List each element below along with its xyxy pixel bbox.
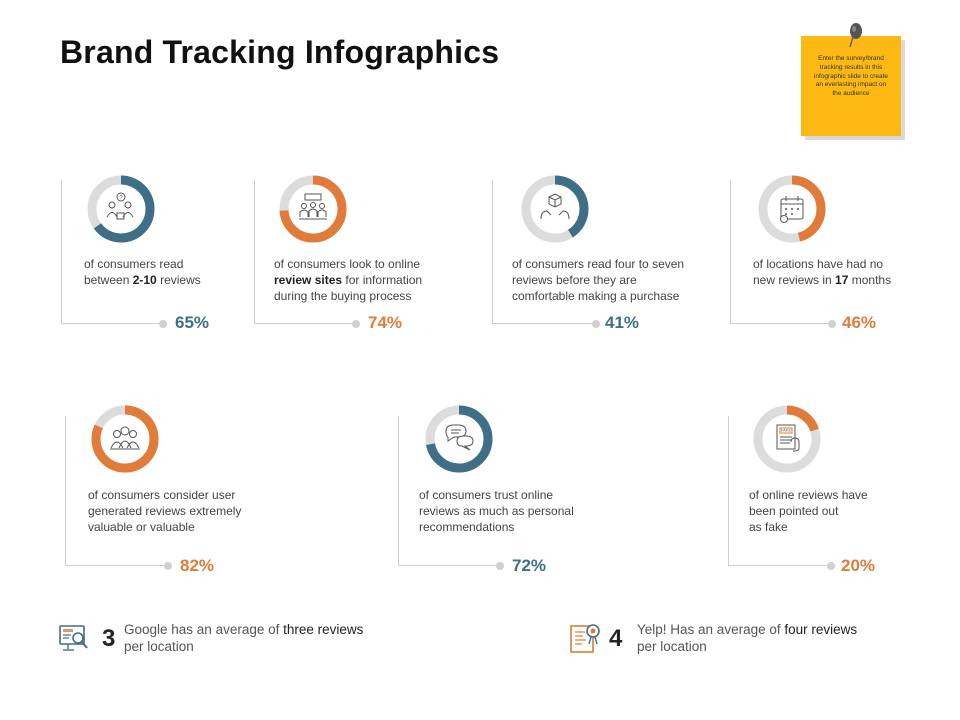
card-vertical-line — [728, 416, 729, 565]
card-text-segment: of consumers read four to seven — [512, 257, 685, 271]
card-text-segment: review sites — [274, 273, 343, 287]
card-percent-label: 20% — [841, 556, 876, 575]
yelp-review-text: Yelp! Has an average of four reviews per… — [637, 621, 917, 655]
card-horizontal-line — [65, 565, 168, 566]
card-description: of consumers read between 2-10 reviews — [84, 256, 234, 288]
donut-chart — [758, 175, 826, 243]
yelp-text-c: per location — [637, 639, 707, 654]
card-percent-label: 72% — [512, 556, 547, 575]
card-text-segment: of consumers consider user — [88, 488, 236, 502]
chat-bubbles-icon — [445, 424, 474, 451]
donut-value-arc — [425, 405, 493, 473]
card-description: of consumers read four to seven reviews b… — [512, 256, 712, 304]
card-text-segment: for information — [342, 273, 423, 287]
team-meeting-icon — [299, 193, 327, 220]
card-horizontal-line — [398, 565, 500, 566]
donut-chart — [521, 175, 589, 243]
card-text-segment: 2-10 — [132, 273, 157, 287]
card-horizontal-line — [492, 323, 596, 324]
card-vertical-line — [730, 180, 731, 323]
card-connector-dot — [827, 561, 835, 570]
card-description: of consumers consider user generated revi… — [88, 487, 288, 535]
calendar-icon — [780, 196, 804, 223]
yelp-review-count: 4 — [609, 625, 623, 652]
sticky-note-text: Enter the survey/brand tracking results … — [813, 55, 889, 98]
donut-value-arc — [758, 175, 826, 243]
yelp-text-b: four reviews — [784, 622, 858, 637]
donut-chart — [91, 405, 159, 473]
card-text-segment: new reviews in — [753, 273, 836, 287]
card-connector-dot — [164, 561, 172, 570]
card-text-segment: of locations have had no — [753, 257, 884, 271]
google-review-text: Google has an average of three reviews p… — [124, 621, 404, 655]
card-text-segment: 17 — [835, 273, 849, 287]
card-text-segment: reviews as much as personal — [419, 504, 574, 518]
card-percent-label: 41% — [605, 313, 640, 332]
donut-chart — [279, 175, 347, 243]
card-text-segment: recommendations — [419, 520, 515, 534]
svg-text:FAKE: FAKE — [781, 428, 792, 433]
card-text-segment: comfortable making a purchase — [512, 289, 680, 303]
sticky-note: Enter the survey/brand tracking results … — [801, 36, 901, 136]
card-description: of online reviews have been pointed out as… — [749, 487, 919, 535]
card-connector-dot — [496, 561, 504, 570]
card-horizontal-line — [728, 565, 831, 566]
card-text-segment: been pointed out — [749, 504, 839, 518]
card-text-segment: of online reviews have — [749, 488, 868, 502]
card-horizontal-line — [254, 323, 356, 324]
yelp-text-a: Yelp! Has an average of — [637, 622, 785, 637]
card-text-segment: of consumers look to online — [274, 257, 421, 271]
user-group-icon — [110, 426, 140, 450]
fake-document-icon: FAKE — [776, 424, 800, 452]
google-review-count: 3 — [102, 625, 116, 652]
card-connector-dot — [352, 319, 360, 328]
card-text-segment: months — [848, 273, 892, 287]
card-description: of consumers look to online review sites … — [274, 256, 454, 304]
card-vertical-line — [398, 416, 399, 565]
monitor-search-icon — [59, 625, 88, 651]
card-text-segment: during the buying process — [274, 289, 412, 303]
box-hands-icon — [540, 193, 570, 220]
card-vertical-line — [254, 180, 255, 323]
card-percent-label: 82% — [180, 556, 215, 575]
document-award-icon — [570, 624, 600, 653]
card-text-segment: valuable or valuable — [88, 520, 195, 534]
donut-chart: ? — [87, 175, 155, 243]
card-description: of consumers trust online reviews as much… — [419, 487, 619, 535]
card-text-segment: as fake — [749, 520, 788, 534]
google-text-c: per location — [124, 639, 194, 654]
card-text-segment: of consumers read — [84, 257, 184, 271]
donut-value-arc — [87, 175, 155, 243]
donut-value-arc — [521, 175, 589, 243]
card-vertical-line — [61, 180, 62, 323]
google-text-a: Google has an average of — [124, 622, 284, 637]
card-text-segment: generated reviews extremely — [88, 504, 242, 518]
card-connector-dot — [159, 319, 167, 328]
card-text-segment: of consumers trust online — [419, 488, 554, 502]
donut-value-arc — [753, 405, 821, 473]
pushpin-icon — [849, 23, 862, 48]
donut-chart — [425, 405, 493, 473]
donut-chart: FAKE — [753, 405, 821, 473]
donut-value-arc — [279, 175, 347, 243]
card-vertical-line — [65, 416, 66, 565]
card-percent-label: 65% — [175, 313, 210, 332]
card-horizontal-line — [730, 323, 832, 324]
svg-text:?: ? — [119, 196, 123, 202]
card-vertical-line — [492, 180, 493, 323]
card-text-segment: between — [84, 273, 133, 287]
card-percent-label: 46% — [842, 313, 877, 332]
card-percent-label: 74% — [368, 313, 403, 332]
page-title: Brand Tracking Infographics — [60, 34, 500, 70]
google-text-b: three reviews — [283, 622, 364, 637]
card-horizontal-line — [61, 323, 163, 324]
donut-value-arc — [91, 405, 159, 473]
card-connector-dot — [592, 319, 600, 328]
people-question-icon: ? — [106, 192, 134, 220]
card-text-segment: reviews before they are — [512, 273, 637, 287]
card-connector-dot — [828, 319, 836, 328]
card-description: of locations have had no new reviews in 1… — [753, 256, 943, 288]
card-text-segment: reviews — [156, 273, 201, 287]
